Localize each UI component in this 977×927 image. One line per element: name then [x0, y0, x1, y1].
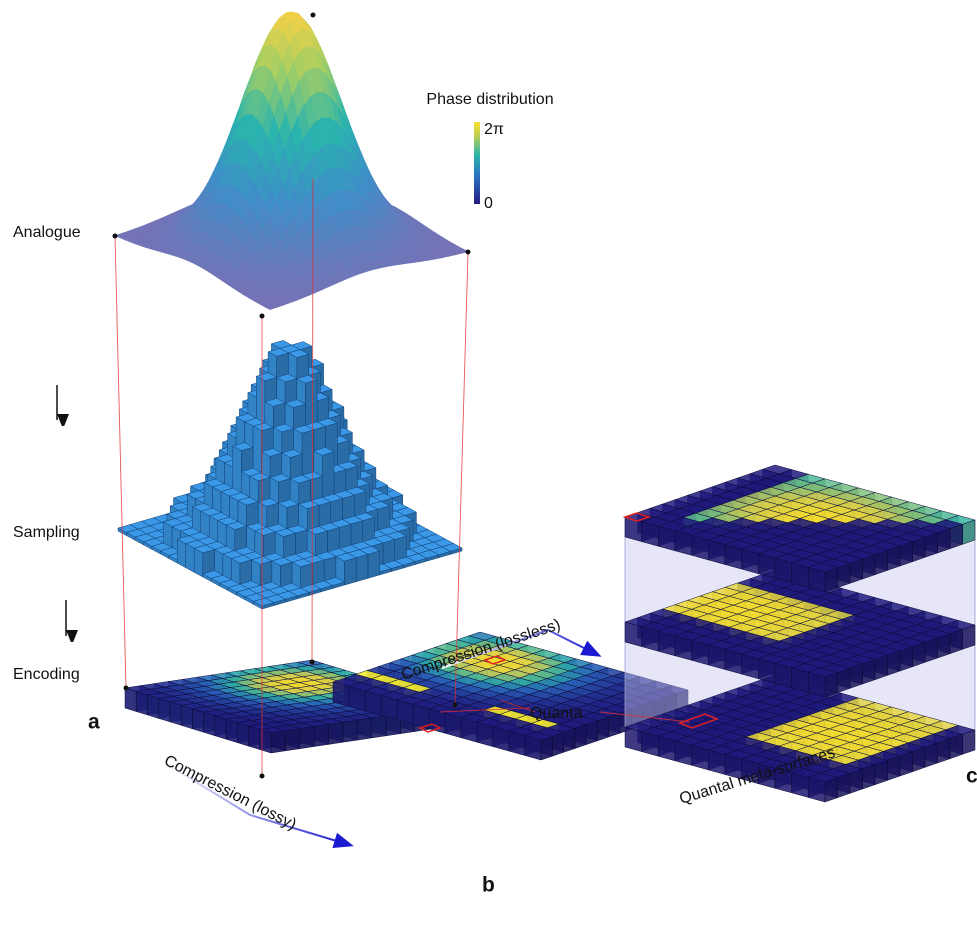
cube-side: [299, 726, 315, 749]
cube-side: [367, 550, 380, 579]
panel-label: a: [88, 711, 100, 734]
colorbar-title: Phase distribution: [426, 91, 553, 108]
cube-side: [608, 712, 621, 738]
cube-top: [225, 521, 248, 530]
cube-side: [574, 724, 587, 749]
cube-side: [192, 708, 204, 733]
cube-top: [274, 528, 297, 537]
cube-side: [344, 557, 357, 586]
quanta-label: Quanta: [530, 705, 583, 722]
cube-top: [287, 349, 310, 358]
colorbar-max: 2π: [484, 121, 504, 138]
cube-top: [260, 448, 283, 457]
compression-label: Compression (lossy): [161, 752, 299, 833]
quanta-outline: [418, 723, 442, 733]
colorbar: [474, 122, 480, 204]
cube-top: [259, 727, 286, 734]
cube-side: [342, 719, 358, 743]
cube-top: [292, 424, 315, 434]
arrow: [441, 628, 602, 669]
cube-side: [371, 715, 387, 739]
cube-side: [357, 717, 372, 741]
cube-side: [169, 701, 182, 726]
cube-top: [277, 499, 300, 508]
cube-top: [237, 496, 259, 506]
panel-label: b: [482, 874, 495, 897]
cube-side: [177, 538, 187, 569]
cube-top: [298, 500, 320, 510]
cube-side: [185, 543, 195, 573]
panel-label: c: [966, 765, 977, 788]
quanta-outline: [483, 655, 507, 665]
cube-top: [296, 374, 318, 384]
quanta-outline: [622, 512, 652, 522]
cube-side: [259, 729, 272, 754]
cube-top: [230, 554, 253, 564]
drawing: [114, 11, 976, 803]
cube-side: [248, 725, 261, 750]
cube-top: [807, 772, 839, 783]
cube-side: [597, 716, 610, 742]
colorbar-min: 0: [484, 195, 493, 212]
cube-side: [237, 722, 249, 747]
corner-dots: [112, 12, 471, 779]
cube-top: [193, 544, 216, 554]
cube-top: [281, 449, 303, 458]
stage-label: Analogue: [13, 224, 81, 241]
cube-top: [807, 667, 839, 678]
cube-top: [255, 372, 278, 382]
cube-side: [270, 730, 286, 754]
cube-top: [254, 527, 276, 536]
cube-top: [807, 562, 839, 573]
cube-side: [285, 728, 301, 752]
cube-side: [540, 735, 553, 761]
cube-side: [225, 718, 238, 743]
cube-top: [272, 423, 295, 433]
cube-top: [289, 474, 312, 484]
cube-side: [214, 715, 227, 740]
cube-side: [552, 731, 564, 757]
projection-lines: [114, 177, 691, 776]
surface: [264, 304, 278, 310]
stage-label: Encoding: [13, 666, 80, 683]
cube-side: [355, 553, 369, 583]
cube-side: [135, 691, 148, 716]
cube-top: [267, 348, 290, 357]
cube-side: [203, 711, 216, 737]
cube-side: [328, 721, 344, 745]
cube-side: [563, 728, 576, 753]
cube-top: [269, 473, 291, 483]
cube-top: [335, 552, 357, 562]
cube-side: [180, 704, 193, 730]
cube-side: [147, 694, 159, 719]
quanta-outline: [677, 713, 720, 729]
arrow: [159, 759, 354, 849]
cube-top: [275, 373, 298, 383]
cube-side: [124, 687, 137, 712]
cube-top: [313, 447, 335, 456]
cube-top: [284, 399, 306, 408]
cube-side: [313, 724, 329, 747]
cube-top: [232, 442, 254, 451]
cube-top: [271, 557, 293, 566]
cube-side: [158, 698, 171, 723]
cube-top: [264, 398, 286, 407]
cube-top: [291, 558, 314, 568]
cube-top: [252, 422, 274, 432]
cube-top: [524, 731, 554, 741]
stage-label: Sampling: [13, 524, 80, 541]
cube-side: [193, 547, 203, 578]
cube-side: [585, 720, 598, 745]
cube-top: [249, 472, 271, 482]
